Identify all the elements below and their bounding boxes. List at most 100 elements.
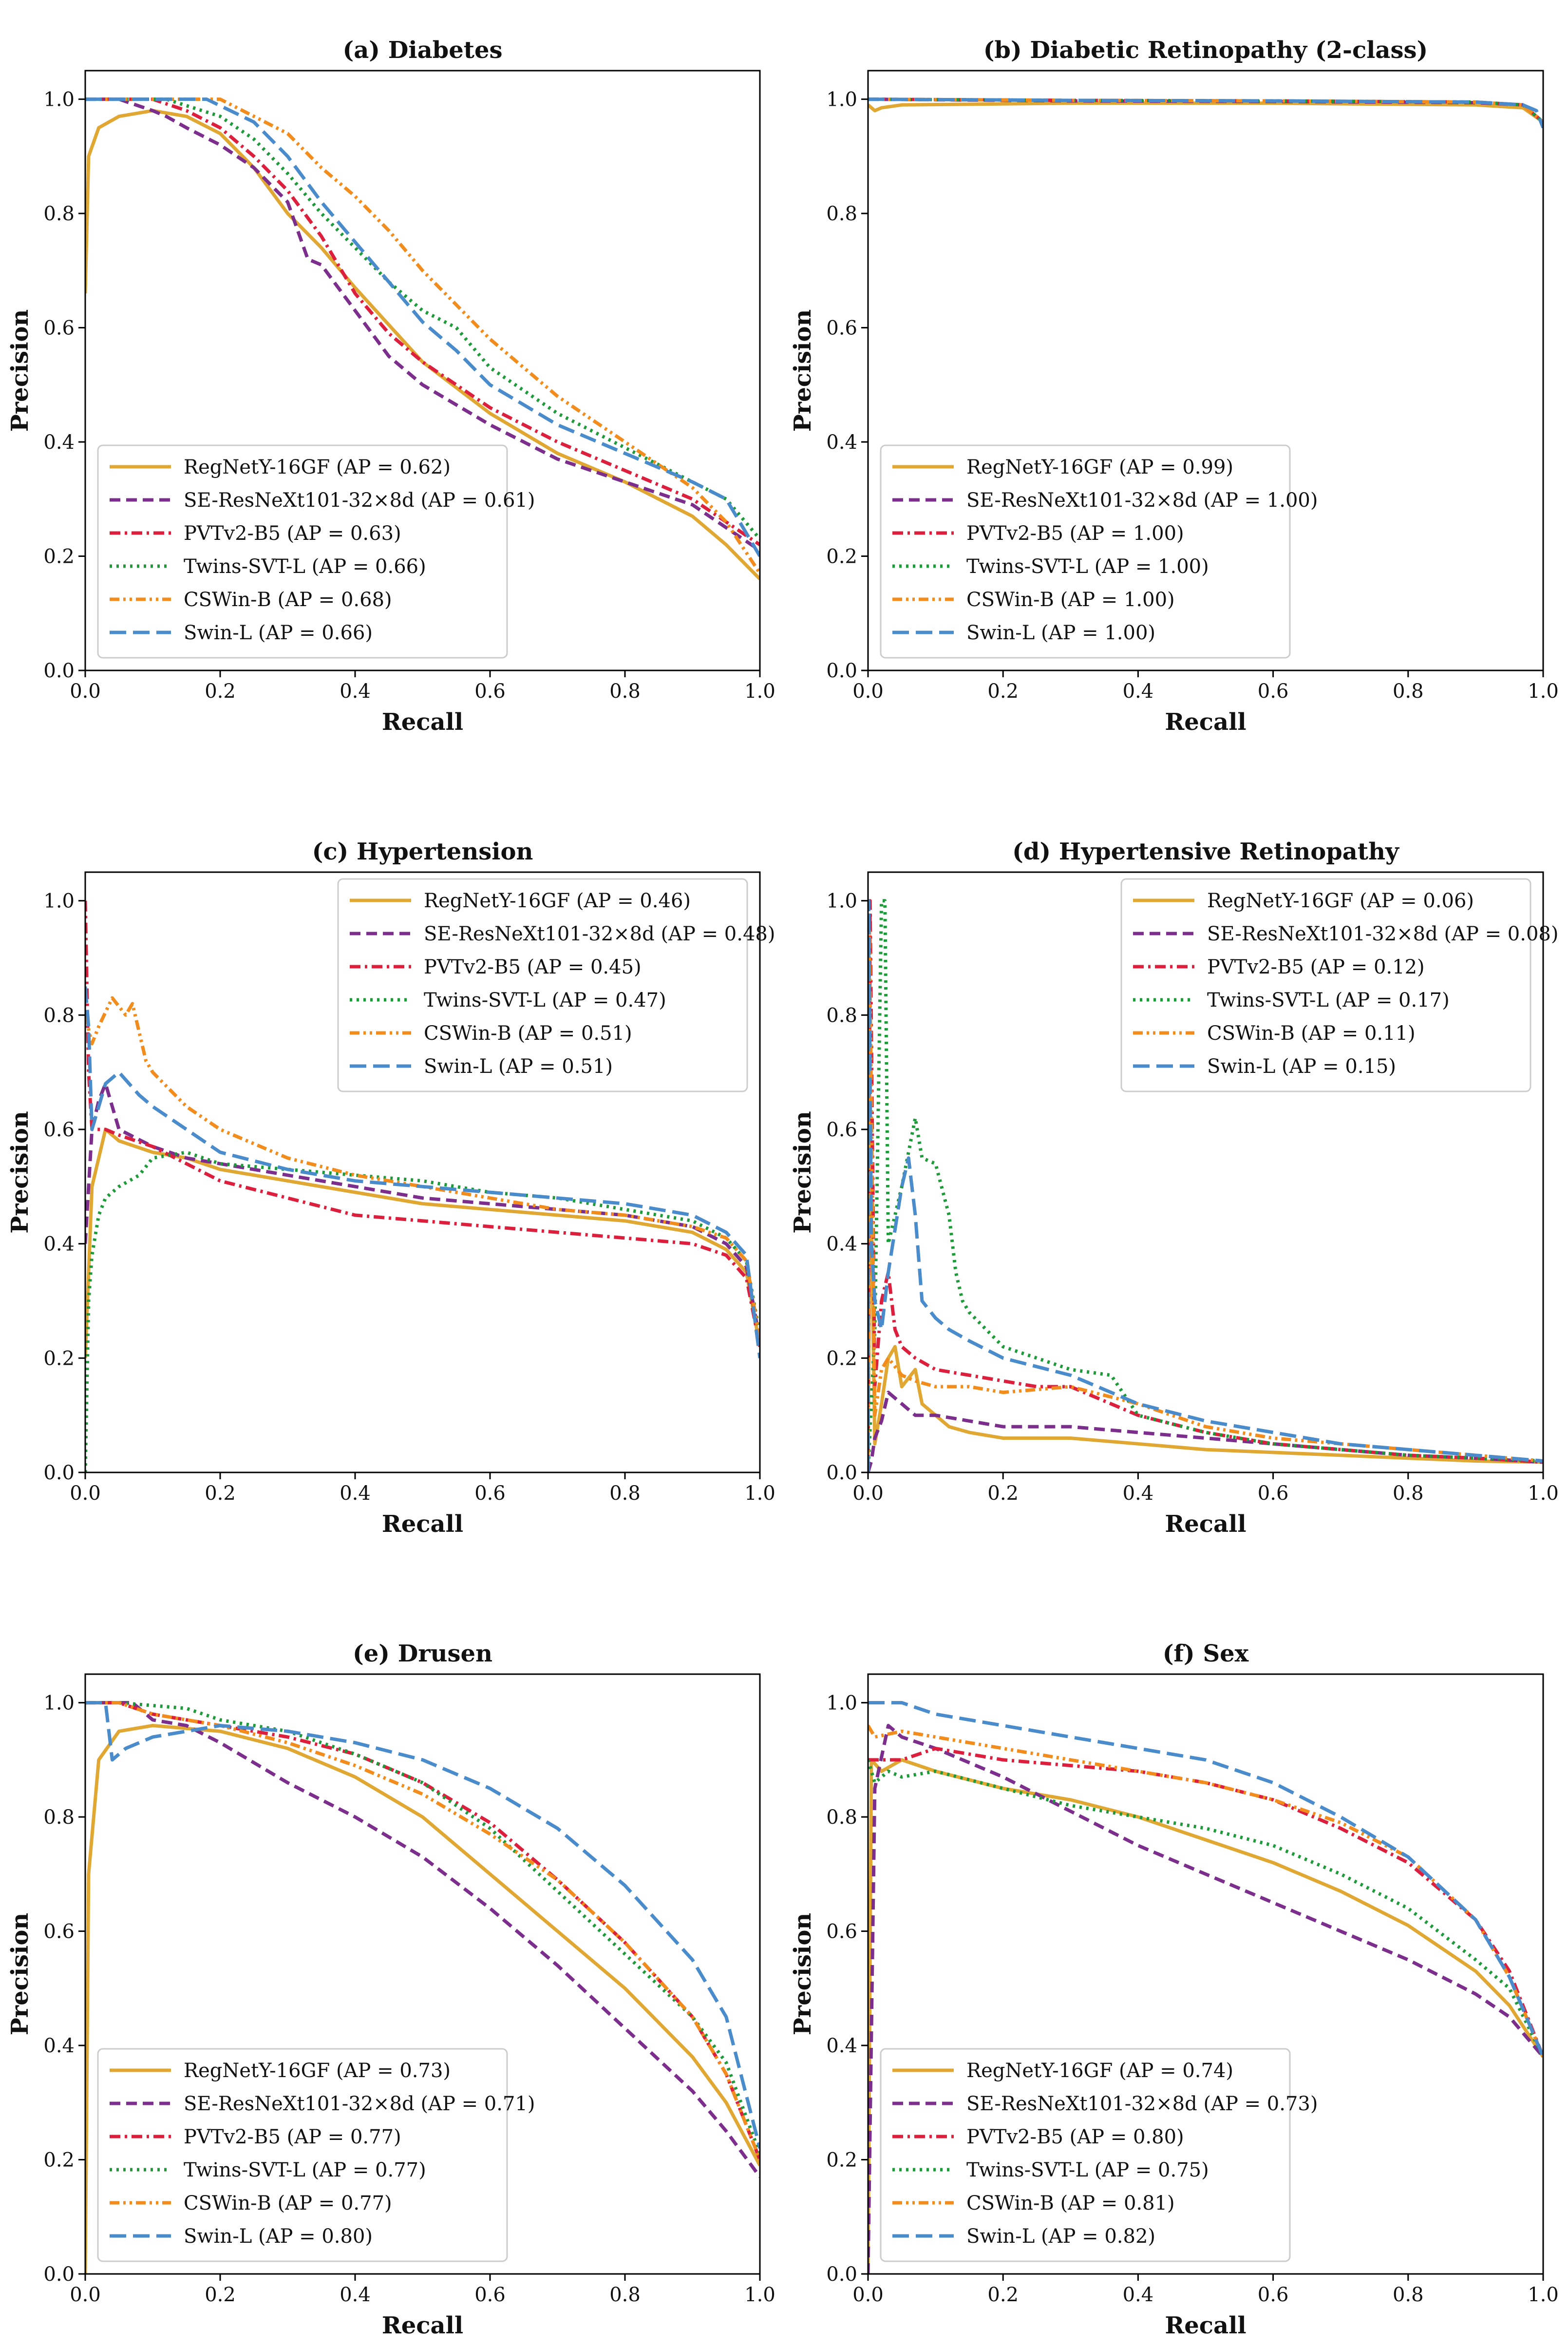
legend-entry: Swin-L (AP = 0.51) bbox=[424, 1055, 613, 1078]
legend-entry: PVTv2-B5 (AP = 1.00) bbox=[966, 522, 1184, 545]
series-line-swin-l bbox=[868, 1701, 1543, 2058]
legend-entry: SE-ResNeXt101-32×8d (AP = 0.71) bbox=[184, 2093, 535, 2115]
x-tick-label: 0.4 bbox=[340, 680, 371, 703]
series-line-swin-l bbox=[868, 899, 1543, 1472]
chart-title: (d) Hypertensive Retinopathy bbox=[1012, 838, 1400, 865]
legend-entry: RegNetY-16GF (AP = 0.46) bbox=[424, 890, 691, 912]
series-line-regnety-16gf bbox=[868, 101, 1543, 124]
x-tick-label: 1.0 bbox=[744, 2284, 775, 2306]
legend-entry: PVTv2-B5 (AP = 0.45) bbox=[424, 956, 642, 978]
series-line-cswin-b bbox=[85, 996, 760, 1341]
legend-entry: SE-ResNeXt101-32×8d (AP = 0.48) bbox=[424, 923, 775, 945]
legend-entry: PVTv2-B5 (AP = 0.63) bbox=[184, 522, 401, 545]
x-tick-label: 1.0 bbox=[1528, 2284, 1559, 2306]
legend-entry: Swin-L (AP = 0.80) bbox=[184, 2225, 373, 2248]
y-tick-label: 0.4 bbox=[43, 2035, 75, 2057]
y-axis-label: Precision bbox=[789, 309, 816, 432]
legend-entry: Twins-SVT-L (AP = 0.75) bbox=[966, 2159, 1209, 2181]
x-tick-label: 0.8 bbox=[609, 2284, 641, 2306]
series-line-se-resnext101-32-8d bbox=[85, 1701, 760, 2178]
legend-entry: RegNetY-16GF (AP = 0.62) bbox=[184, 456, 451, 478]
series-line-swin-l bbox=[85, 97, 760, 557]
series-line-se-resnext101-32-8d bbox=[85, 97, 760, 552]
y-axis-label: Precision bbox=[789, 1111, 816, 1234]
legend-entry: SE-ResNeXt101-32×8d (AP = 0.73) bbox=[966, 2093, 1318, 2115]
x-tick-label: 0.2 bbox=[987, 1482, 1019, 1505]
x-tick-label: 0.4 bbox=[340, 2284, 371, 2306]
chart-title: (a) Diabetes bbox=[342, 37, 502, 64]
x-tick-label: 0.0 bbox=[70, 1482, 101, 1505]
series-line-pvtv2-b5 bbox=[85, 97, 760, 546]
legend-entry: Twins-SVT-L (AP = 0.17) bbox=[1207, 989, 1450, 1012]
y-tick-label: 0.0 bbox=[826, 660, 857, 682]
series-line-cswin-b bbox=[868, 1724, 1543, 2058]
x-tick-label: 0.2 bbox=[987, 2284, 1019, 2306]
x-axis-label: Recall bbox=[382, 2312, 463, 2339]
legend-entry: Twins-SVT-L (AP = 0.66) bbox=[184, 555, 426, 578]
legend-box bbox=[1120, 878, 1531, 1092]
legend-entry: RegNetY-16GF (AP = 0.74) bbox=[966, 2060, 1233, 2082]
legend-box bbox=[337, 878, 748, 1092]
x-tick-label: 0.2 bbox=[987, 680, 1019, 703]
series-line-twins-svt-l bbox=[868, 1759, 1543, 2058]
x-tick-label: 0.4 bbox=[1123, 2284, 1154, 2306]
x-tick-label: 0.6 bbox=[1258, 2284, 1289, 2306]
y-tick-label: 1.0 bbox=[43, 89, 75, 111]
series-line-swin-l bbox=[868, 97, 1543, 129]
chart-panel-4: (d) Hypertensive Retinopathy 0.00.0 0.2 0.2… bbox=[789, 838, 1559, 1538]
series-line-twins-svt-l bbox=[85, 1150, 760, 1472]
legend-box bbox=[880, 444, 1291, 659]
y-tick-label: 0.8 bbox=[43, 1806, 75, 1829]
chart-title: (e) Drusen bbox=[353, 1640, 492, 1667]
legend-entry: Swin-L (AP = 0.66) bbox=[184, 622, 373, 644]
y-tick-label: 0.8 bbox=[43, 1004, 75, 1027]
y-tick-label: 0.4 bbox=[43, 1233, 75, 1256]
y-tick-label: 0.8 bbox=[826, 203, 857, 225]
chart-panel-1: (a) Diabetes 0.00.0 0.2 0.2 0.4 0.4 0.6 0.6 0.8 0… bbox=[6, 37, 775, 736]
series-line-twins-svt-l bbox=[868, 899, 1543, 1472]
chart-panel-3: (c) Hypertension 0.00.0 0.2 0.2 0.4 0.4 0.6 0.6… bbox=[6, 838, 775, 1538]
legend: RegNetY-16GF (AP = 0.99) SE-ResNeXt101-32… bbox=[880, 444, 1318, 659]
x-tick-label: 0.4 bbox=[340, 1482, 371, 1505]
chart-title: (f) Sex bbox=[1163, 1640, 1249, 1667]
plot-frame bbox=[867, 1673, 1544, 2275]
x-tick-label: 0.8 bbox=[609, 680, 641, 703]
series-line-cswin-b bbox=[868, 927, 1543, 1472]
y-tick-label: 0.2 bbox=[43, 1347, 75, 1370]
series-line-regnety-16gf bbox=[85, 1724, 760, 2274]
legend-entry: Swin-L (AP = 0.82) bbox=[966, 2225, 1155, 2248]
series-line-regnety-16gf bbox=[868, 1758, 1543, 2274]
legend-entry: CSWin-B (AP = 0.51) bbox=[424, 1022, 632, 1045]
legend: RegNetY-16GF (AP = 0.06) SE-ResNeXt101-32… bbox=[1120, 878, 1558, 1092]
legend-entry: Twins-SVT-L (AP = 0.47) bbox=[424, 989, 666, 1012]
x-tick-label: 0.2 bbox=[205, 680, 236, 703]
x-tick-label: 0.0 bbox=[70, 2284, 101, 2306]
y-tick-label: 0.6 bbox=[826, 1921, 857, 1943]
x-tick-label: 0.6 bbox=[474, 1482, 506, 1505]
legend-entry: RegNetY-16GF (AP = 0.99) bbox=[966, 456, 1233, 478]
x-axis-label: Recall bbox=[1165, 708, 1246, 736]
x-tick-label: 0.2 bbox=[205, 2284, 236, 2306]
series-line-twins-svt-l bbox=[85, 97, 760, 540]
chart-title: (c) Hypertension bbox=[312, 838, 533, 865]
x-tick-label: 0.6 bbox=[1258, 1482, 1289, 1505]
series-line-swin-l bbox=[85, 1701, 760, 2149]
legend-entry: Swin-L (AP = 0.15) bbox=[1207, 1055, 1396, 1078]
y-tick-label: 1.0 bbox=[43, 890, 75, 913]
x-tick-label: 0.0 bbox=[852, 1482, 884, 1505]
x-tick-label: 1.0 bbox=[744, 1482, 775, 1505]
legend-entry: CSWin-B (AP = 0.77) bbox=[184, 2192, 392, 2214]
series-line-twins-svt-l bbox=[85, 1701, 760, 2155]
legend-entry: SE-ResNeXt101-32×8d (AP = 1.00) bbox=[966, 489, 1318, 512]
y-tick-label: 0.8 bbox=[826, 1004, 857, 1027]
legend-entry: RegNetY-16GF (AP = 0.06) bbox=[1207, 890, 1474, 912]
x-tick-label: 0.8 bbox=[1393, 680, 1424, 703]
plot-frame bbox=[867, 871, 1544, 1473]
chart-title: (b) Diabetic Retinopathy (2-class) bbox=[983, 37, 1428, 64]
legend: RegNetY-16GF (AP = 0.46) SE-ResNeXt101-32… bbox=[337, 878, 775, 1092]
y-tick-label: 0.0 bbox=[826, 1462, 857, 1484]
y-tick-label: 0.6 bbox=[43, 1921, 75, 1943]
y-axis-label: Precision bbox=[6, 1111, 34, 1234]
series-line-se-resnext101-32-8d bbox=[868, 1724, 1543, 2274]
